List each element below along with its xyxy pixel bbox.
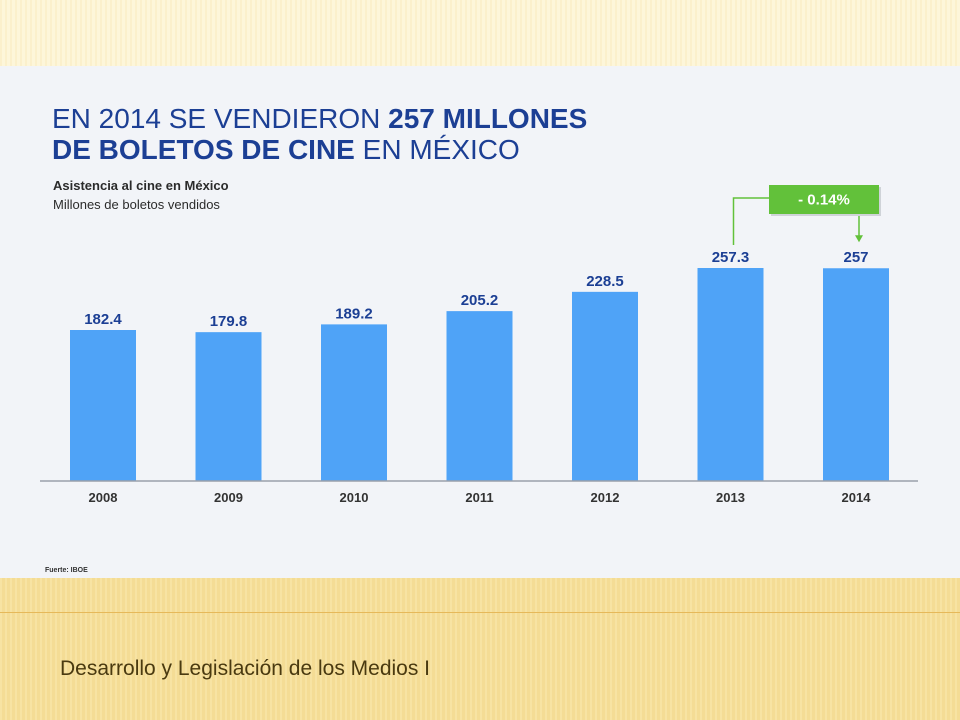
chart-unit-label: Millones de boletos vendidos xyxy=(53,197,220,212)
bar-2013 xyxy=(697,268,764,481)
annotation-arrow-start xyxy=(732,197,769,245)
data-label-2014: 257 xyxy=(843,249,868,266)
x-tick-label-2012: 2012 xyxy=(591,490,620,505)
bar-2010 xyxy=(321,324,387,481)
data-label-2011: 205.2 xyxy=(461,292,499,309)
footer-course-title: Desarrollo y Legislación de los Medios I xyxy=(60,657,431,680)
chart-headline: EN 2014 SE VENDIERON 257 MILLONES DE BOL… xyxy=(52,103,587,165)
annotation-label: - 0.14% xyxy=(798,192,850,209)
headline-line2-regular: EN MÉXICO xyxy=(354,134,520,165)
data-label-2012: 228.5 xyxy=(586,273,624,290)
bottom-decorative-band xyxy=(0,578,960,720)
data-label-2009: 179.8 xyxy=(210,313,248,330)
bar-2008 xyxy=(70,330,136,481)
top-decorative-band xyxy=(0,0,960,66)
headline-line2-bold: DE BOLETOS DE CINE xyxy=(52,134,355,165)
data-label-2013: 257.3 xyxy=(712,249,750,266)
x-tick-label-2013: 2013 xyxy=(716,490,745,505)
annotation-box xyxy=(769,185,879,214)
headline-line1-bold: 257 MILLONES xyxy=(388,103,588,134)
bottom-divider xyxy=(0,612,960,613)
x-tick-label-2009: 2009 xyxy=(214,490,243,505)
data-label-2008: 182.4 xyxy=(84,311,122,328)
chart-subtitle: Asistencia al cine en México xyxy=(53,178,229,193)
data-label-2010: 189.2 xyxy=(335,305,373,322)
headline-line1-regular: EN 2014 SE VENDIERON xyxy=(52,103,389,134)
bar-2012 xyxy=(572,291,638,481)
x-tick-label-2014: 2014 xyxy=(842,490,872,505)
source-note: Fuerte: IBOE xyxy=(45,567,88,574)
x-tick-label-2008: 2008 xyxy=(89,490,118,505)
x-tick-label-2011: 2011 xyxy=(465,490,493,505)
bar-2009 xyxy=(195,332,262,481)
bar-chart: 182.4 2008 179.8 2009 189.2 2010 205.2 2011 228.… xyxy=(40,185,918,505)
annotation-arrowhead xyxy=(855,235,863,243)
bar-2011 xyxy=(446,311,513,481)
x-tick-label-2010: 2010 xyxy=(340,490,369,505)
bar-2014 xyxy=(823,268,889,481)
